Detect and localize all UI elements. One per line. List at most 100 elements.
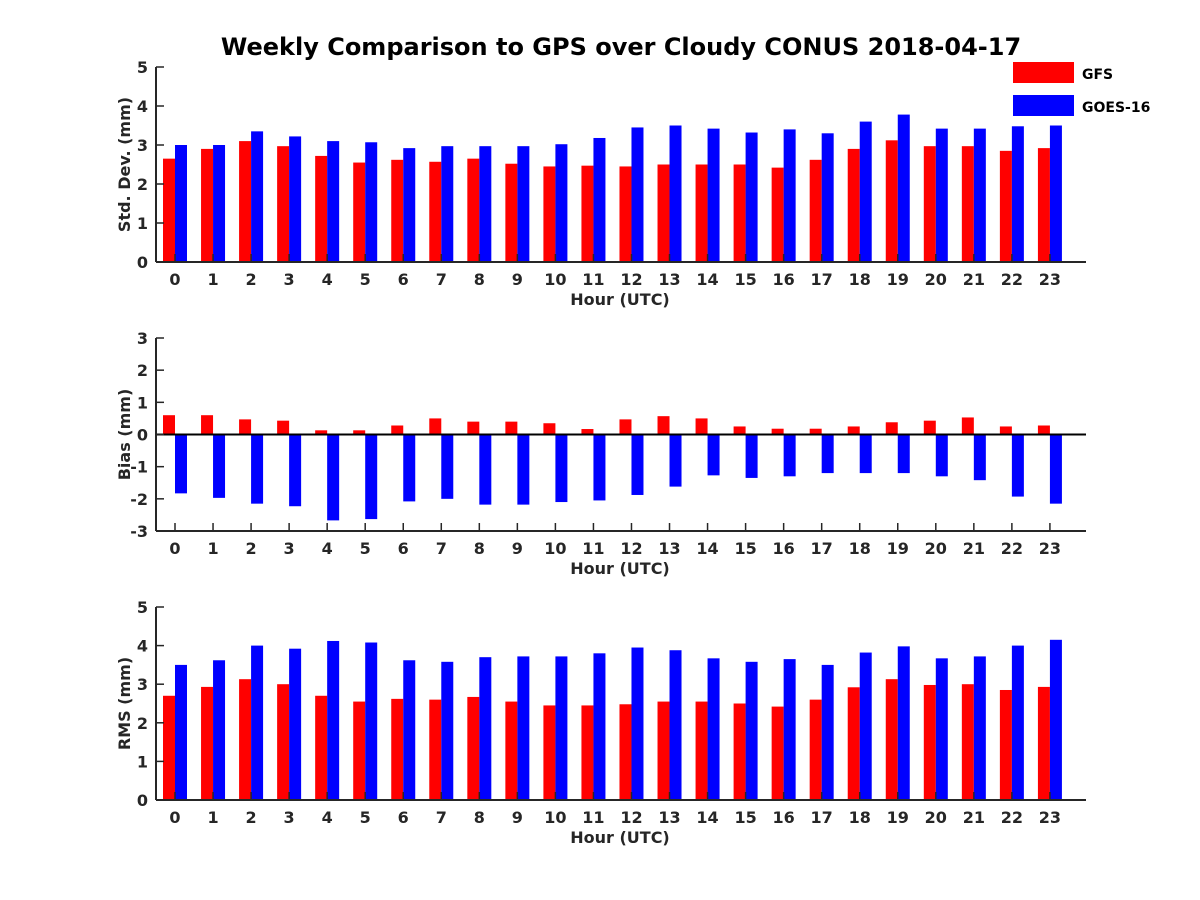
goes16-bar <box>289 136 302 262</box>
x-tick-label: 19 <box>887 539 909 558</box>
gfs-bar <box>353 701 366 800</box>
gfs-bar <box>999 426 1012 435</box>
goes16-bar <box>1011 126 1024 262</box>
x-tick-label: 11 <box>582 539 604 558</box>
gfs-bar <box>847 426 860 435</box>
y-tick-label: -2 <box>130 490 148 509</box>
x-tick-label: 15 <box>734 270 756 289</box>
gfs-bar <box>619 704 632 800</box>
gfs-bar <box>885 679 898 800</box>
goes16-bar <box>251 645 264 800</box>
x-tick-label: 6 <box>398 270 409 289</box>
goes16-bar <box>707 434 720 476</box>
gfs-bar <box>923 420 936 435</box>
x-tick-label: 0 <box>169 270 180 289</box>
y-tick-label: 5 <box>137 598 148 617</box>
gfs-bar <box>429 418 442 435</box>
x-tick-label: 12 <box>620 539 642 558</box>
x-tick-label: 22 <box>1001 808 1023 827</box>
gfs-bar <box>999 150 1012 262</box>
y-tick-label: 3 <box>137 329 148 348</box>
x-tick-label: 1 <box>207 808 218 827</box>
goes16-bar <box>289 434 302 507</box>
goes16-bar <box>365 642 378 800</box>
gfs-bar <box>201 686 214 800</box>
gfs-bar <box>885 140 898 262</box>
goes16-bar <box>593 653 606 800</box>
x-tick-label: 2 <box>246 808 257 827</box>
goes16-bar <box>365 142 378 262</box>
gfs-bar <box>467 696 480 800</box>
goes16-bar <box>783 129 796 262</box>
gfs-bar <box>733 703 746 800</box>
x-tick-label: 1 <box>207 270 218 289</box>
goes16-bar <box>365 434 378 520</box>
x-tick-label: 14 <box>696 270 718 289</box>
legend-label-goes16: GOES-16 <box>1082 100 1150 116</box>
gfs-bar <box>505 163 518 262</box>
gfs-bar <box>695 164 708 262</box>
goes16-bar <box>251 434 264 504</box>
y-tick-label: 2 <box>137 175 148 194</box>
gfs-bar <box>733 164 746 262</box>
goes16-bar <box>973 128 986 262</box>
gfs-bar <box>657 701 670 800</box>
x-tick-label: 21 <box>963 270 985 289</box>
gfs-bar <box>1037 425 1050 435</box>
x-tick-label: 18 <box>849 539 871 558</box>
gfs-bar <box>733 426 746 435</box>
goes16-bar <box>593 137 606 262</box>
legend-label-gfs: GFS <box>1082 67 1113 83</box>
chart-title: Weekly Comparison to GPS over Cloudy CON… <box>221 33 1021 61</box>
gfs-bar <box>163 695 175 800</box>
gfs-bar <box>771 428 784 435</box>
goes16-bar <box>935 434 948 477</box>
x-tick-label: 16 <box>773 808 795 827</box>
gfs-bar <box>619 419 632 435</box>
gfs-bar <box>315 430 328 435</box>
gfs-bar <box>961 684 974 800</box>
goes16-bar <box>517 146 530 262</box>
x-axis-label: Hour (UTC) <box>570 828 670 847</box>
x-tick-label: 8 <box>474 539 485 558</box>
goes16-bar <box>973 434 986 481</box>
goes16-bar <box>669 650 682 800</box>
x-tick-label: 5 <box>360 808 371 827</box>
y-axis-label: Std. Dev. (mm) <box>115 97 134 232</box>
gfs-bar <box>543 166 556 262</box>
gfs-bar <box>543 423 556 435</box>
goes16-bar <box>555 144 568 262</box>
x-tick-label: 4 <box>322 270 333 289</box>
gfs-bar <box>1037 686 1050 800</box>
gfs-bar <box>429 161 442 262</box>
y-axis-label: RMS (mm) <box>115 657 134 750</box>
gfs-bar <box>961 417 974 435</box>
gfs-bar <box>353 430 366 435</box>
gfs-bar <box>695 701 708 800</box>
x-tick-label: 20 <box>925 808 947 827</box>
goes16-bar <box>897 646 910 800</box>
gfs-bar <box>239 141 252 262</box>
x-tick-label: 2 <box>246 270 257 289</box>
gfs-bar <box>467 421 480 435</box>
gfs-bar <box>429 699 442 800</box>
y-tick-label: 0 <box>137 426 148 445</box>
gfs-bar <box>277 684 290 800</box>
gfs-bar <box>277 146 290 262</box>
y-tick-label: 2 <box>137 361 148 380</box>
x-tick-label: 17 <box>811 808 833 827</box>
goes16-bar <box>555 656 568 800</box>
goes16-bar <box>859 121 872 262</box>
x-tick-label: 17 <box>811 539 833 558</box>
gfs-bar <box>543 705 556 800</box>
x-tick-label: 3 <box>284 808 295 827</box>
goes16-bar <box>403 660 416 800</box>
goes16-bar <box>859 434 872 474</box>
x-tick-label: 16 <box>773 270 795 289</box>
x-tick-label: 22 <box>1001 539 1023 558</box>
x-tick-label: 11 <box>582 808 604 827</box>
y-tick-label: 1 <box>137 393 148 412</box>
y-tick-label: 5 <box>137 58 148 77</box>
